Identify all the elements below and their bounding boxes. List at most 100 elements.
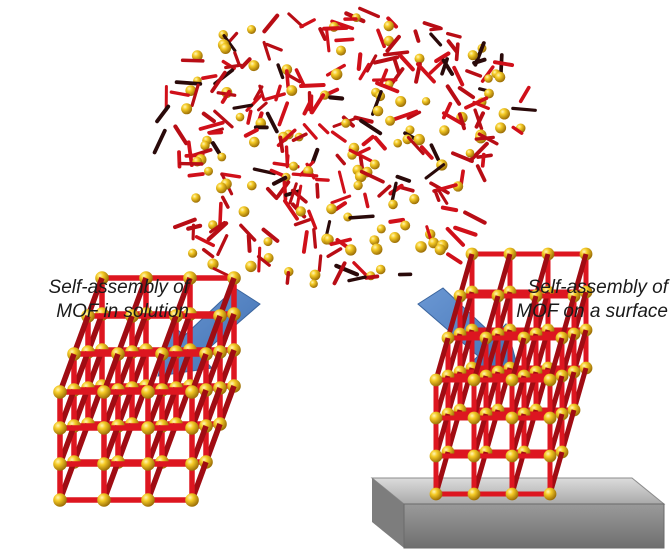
linker-rod xyxy=(299,18,316,29)
linker-rod xyxy=(424,163,446,180)
node-ball xyxy=(53,385,67,399)
linker-rod xyxy=(445,226,466,247)
node-ball xyxy=(97,421,111,435)
linker-rod xyxy=(359,118,383,136)
node-ball xyxy=(543,411,557,425)
node-ball xyxy=(141,493,155,507)
node-ball xyxy=(467,373,481,387)
linker-rod xyxy=(288,182,298,205)
linker-rod xyxy=(359,169,385,184)
linker-rod xyxy=(335,153,346,166)
linker-rod xyxy=(262,40,271,61)
linker-rod xyxy=(207,130,224,135)
linker-rod xyxy=(363,192,370,209)
linker-rod xyxy=(472,100,490,111)
linker-rod xyxy=(190,83,200,108)
linker-rod xyxy=(483,295,501,339)
node-ball xyxy=(543,449,557,463)
linker-rod xyxy=(441,58,455,76)
linker-rod xyxy=(315,177,330,182)
linker-rod xyxy=(492,60,515,68)
node-ball xyxy=(341,118,351,128)
linker-rod xyxy=(361,134,375,147)
node-ball xyxy=(413,133,425,146)
linker-rod xyxy=(446,31,462,39)
node-ball xyxy=(429,449,443,463)
linker-rod xyxy=(334,37,355,43)
node-ball xyxy=(247,25,256,34)
linker-rod xyxy=(373,135,387,151)
linker-rod xyxy=(173,124,189,146)
linker-rod xyxy=(311,147,320,164)
surface-caption-line2: MOF on a surface xyxy=(516,301,668,322)
linker-rod xyxy=(222,34,237,53)
linker-rod xyxy=(441,111,466,127)
linker-rod xyxy=(457,253,475,297)
linker-rod xyxy=(325,220,332,237)
node-ball xyxy=(216,182,227,194)
surface-mof-cube xyxy=(429,247,593,501)
linker-rod xyxy=(239,223,257,242)
linker-rod xyxy=(265,111,279,134)
linker-rod xyxy=(495,253,513,297)
linker-rod xyxy=(398,53,415,72)
node-ball xyxy=(97,457,111,471)
linker-rod xyxy=(276,63,285,80)
linker-rod xyxy=(324,26,331,53)
node-ball xyxy=(185,85,197,96)
solution-caption: Self-assembly of MOF in solution xyxy=(4,276,189,324)
linker-rod xyxy=(253,85,264,102)
node-ball xyxy=(263,253,274,263)
node-ball xyxy=(245,260,257,273)
node-ball xyxy=(465,148,475,158)
linker-rod xyxy=(429,143,440,162)
node-ball xyxy=(207,258,219,270)
node-ball xyxy=(369,235,380,246)
linker-rod xyxy=(201,247,215,259)
linker-rod xyxy=(277,101,290,127)
linker-rod xyxy=(377,184,392,198)
linker-rod xyxy=(293,218,311,227)
node-ball xyxy=(238,206,250,218)
linker-rod xyxy=(318,27,327,41)
linker-rod xyxy=(509,337,527,381)
linker-rod xyxy=(571,253,589,297)
node-ball xyxy=(428,237,439,249)
linker-rod xyxy=(465,69,483,78)
node-ball xyxy=(505,487,519,501)
node-ball xyxy=(385,115,396,126)
linker-rod xyxy=(186,140,194,168)
node-ball xyxy=(383,20,394,32)
linker-rod xyxy=(518,85,531,104)
node-ball xyxy=(309,279,318,288)
node-ball xyxy=(467,487,481,501)
linker-rod xyxy=(269,168,285,178)
linker-rod xyxy=(440,205,459,213)
linker-rod xyxy=(295,184,303,210)
linker-rod xyxy=(388,217,406,224)
linker-rod xyxy=(429,32,443,47)
linker-rod xyxy=(428,59,445,75)
linker-rod xyxy=(155,104,171,124)
linker-rod xyxy=(452,65,465,87)
linker-rod xyxy=(334,263,360,277)
node-ball xyxy=(505,373,519,387)
node-ball xyxy=(400,220,411,231)
node-ball xyxy=(141,421,155,435)
node-ball xyxy=(289,161,299,171)
linker-rod xyxy=(353,115,374,124)
linker-rod xyxy=(463,210,487,225)
linker-rod xyxy=(352,261,370,279)
linker-rod xyxy=(317,254,323,273)
linker-rod xyxy=(521,295,539,339)
linker-rod xyxy=(315,182,320,199)
solution-mof-cube xyxy=(53,271,241,507)
linker-rod xyxy=(318,123,330,135)
linker-rod xyxy=(210,141,221,155)
node-ball xyxy=(141,385,155,399)
linker-rod xyxy=(220,172,242,179)
node-ball xyxy=(353,180,363,191)
linker-rod xyxy=(364,274,380,280)
linker-rod xyxy=(459,169,465,186)
